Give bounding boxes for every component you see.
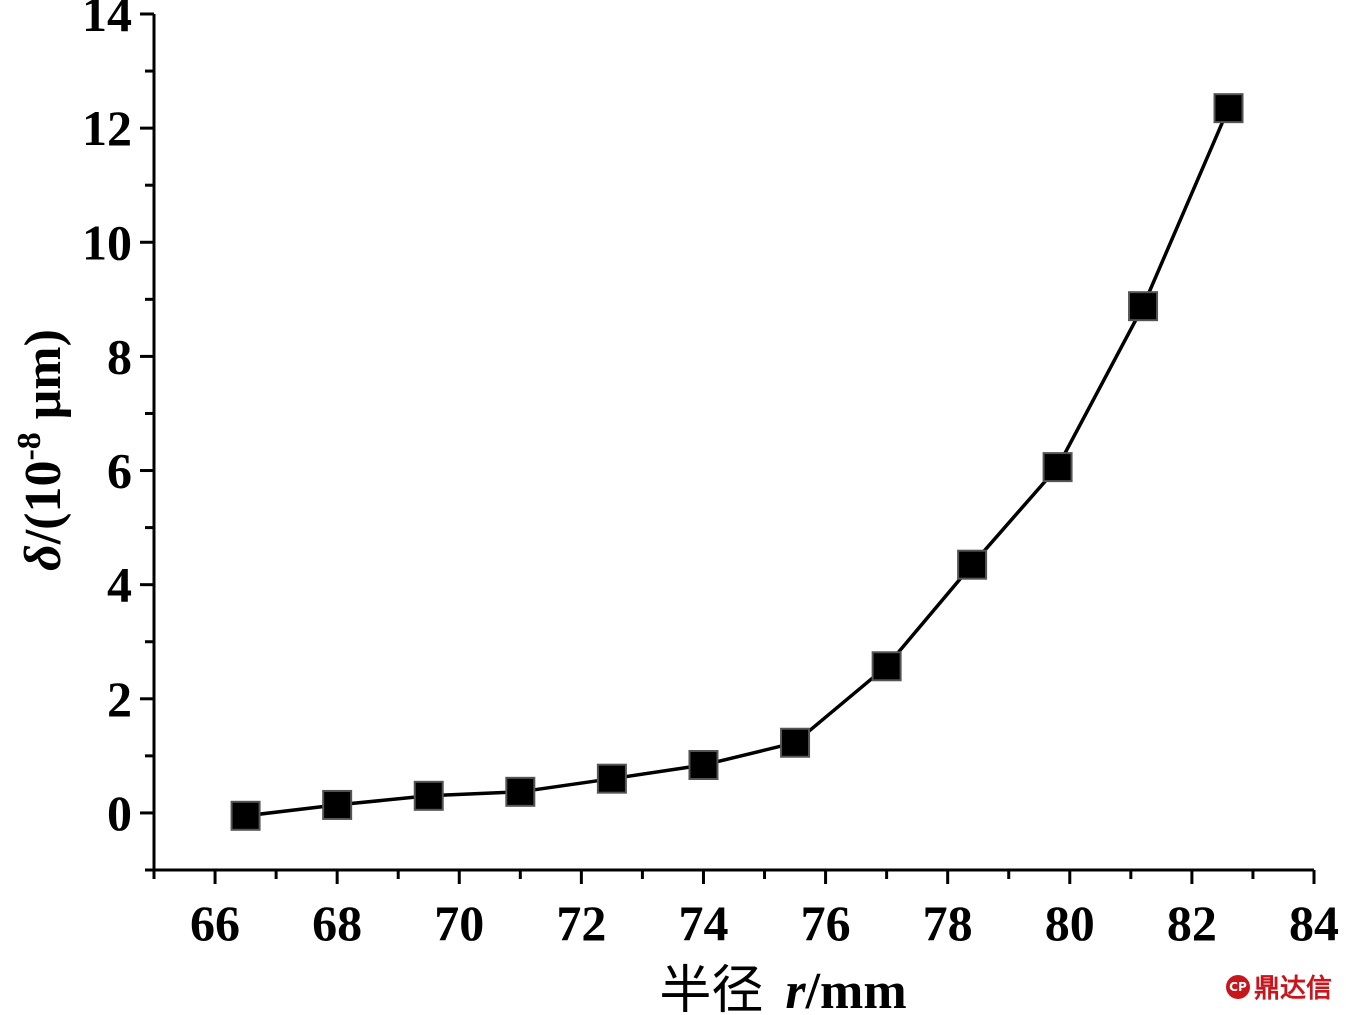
x-axis-title: 半径 r/mm	[659, 961, 906, 1015]
watermark-logo-icon: CP	[1225, 974, 1250, 999]
x-tick-label: 68	[312, 895, 362, 951]
y-axis-title-exp: -8	[11, 432, 48, 460]
y-tick-label: 0	[107, 785, 132, 841]
x-tick-label: 72	[556, 895, 606, 951]
data-point	[780, 727, 811, 758]
y-axis-title-prefix: /(10	[15, 461, 72, 546]
y-axis-title-var: δ	[15, 544, 72, 571]
y-tick-label: 14	[82, 0, 132, 42]
x-axis-title-var: r	[785, 963, 806, 1015]
data-point	[871, 651, 902, 682]
y-axis-title-unit: μm)	[15, 329, 72, 432]
x-tick-label: 78	[923, 895, 973, 951]
x-tick-label: 80	[1045, 895, 1095, 951]
x-tick-label: 82	[1167, 895, 1217, 951]
watermark-text: 鼎达信	[1253, 974, 1332, 1004]
x-tick-label: 76	[801, 895, 851, 951]
series	[230, 93, 1244, 831]
data-point	[413, 780, 444, 811]
data-point	[957, 549, 988, 580]
data-point	[596, 763, 627, 794]
x-axis-title-unit: /mm	[805, 963, 907, 1015]
y-tick-label: 6	[107, 443, 132, 499]
data-point	[1213, 93, 1244, 124]
data-point	[1128, 291, 1159, 322]
y-tick-label: 8	[107, 328, 132, 384]
y-tick-label: 2	[107, 671, 132, 727]
x-tick-label: 70	[434, 895, 484, 951]
data-point	[230, 800, 261, 831]
watermark: CP 鼎达信	[1225, 968, 1332, 1005]
x-tick-label: 84	[1289, 895, 1339, 951]
data-point	[688, 749, 719, 780]
x-tick-label: 66	[190, 895, 240, 951]
axes	[152, 14, 1314, 872]
x-tick-label: 74	[678, 895, 728, 951]
x-axis-title-cjk: 半径	[659, 961, 763, 1015]
data-point	[505, 776, 536, 807]
series-line	[245, 107, 1231, 818]
y-tick-label: 12	[82, 100, 132, 156]
y-tick-label: 10	[82, 214, 132, 270]
ticks	[140, 12, 1316, 884]
y-axis-title: δ/(10-8 μm)	[11, 329, 72, 571]
data-point	[1042, 452, 1073, 483]
data-point	[322, 789, 353, 820]
y-tick-label: 4	[107, 557, 132, 613]
